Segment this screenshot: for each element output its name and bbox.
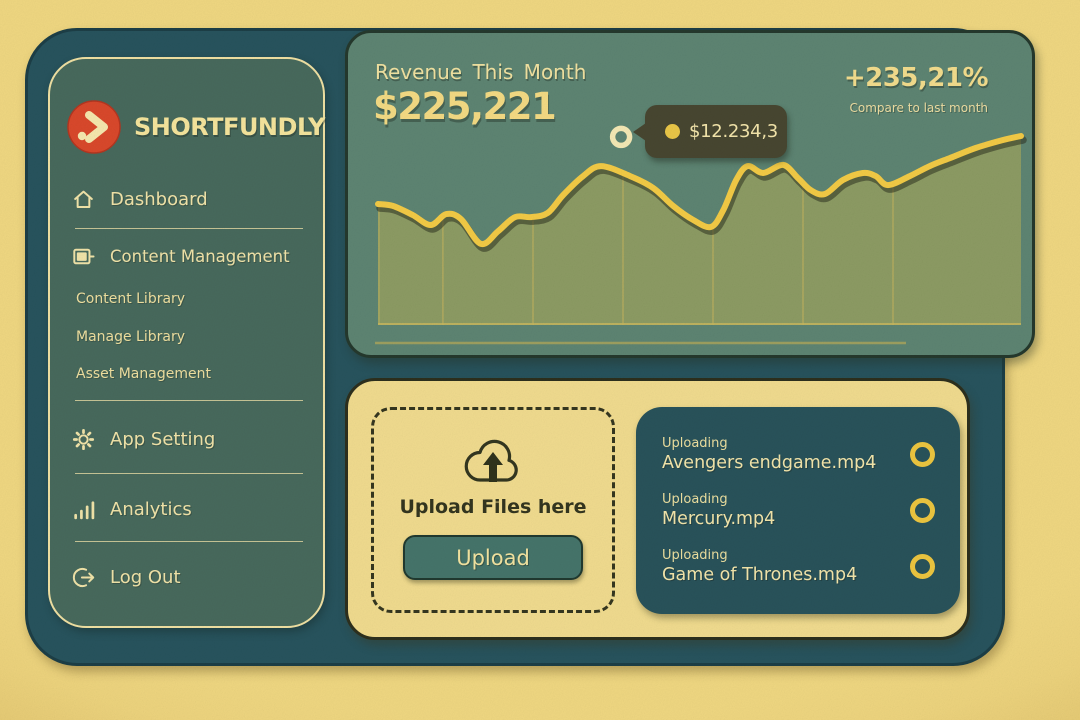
sidebar-item-label: App Setting xyxy=(110,429,216,450)
sidebar-subitem-manage-library[interactable]: Manage Library xyxy=(76,329,186,345)
upload-progress-ring-icon xyxy=(910,441,935,467)
upload-status: Uploading xyxy=(662,491,728,507)
upload-status: Uploading xyxy=(662,547,728,563)
sidebar-divider xyxy=(75,541,303,542)
sidebar-item-log-out[interactable]: Log Out xyxy=(72,566,181,589)
sidebar-divider xyxy=(75,228,303,229)
sidebar-item-label: Content Management xyxy=(110,247,290,266)
file-dropzone[interactable]: Upload Files here Upload xyxy=(371,407,615,613)
sidebar-subitem-content-library[interactable]: Content Library xyxy=(76,291,186,307)
chart-tooltip: $12.234,3 xyxy=(633,105,787,158)
revenue-card: Revenue This Month $225,221 +235,21% Com… xyxy=(345,30,1035,358)
logout-icon xyxy=(72,567,95,588)
upload-row: Uploading Mercury.mp4 xyxy=(662,482,936,538)
sidebar-item-content-management[interactable]: Content Management xyxy=(72,245,290,268)
upload-progress-ring-icon xyxy=(910,497,935,523)
sidebar-divider xyxy=(75,400,303,401)
dropzone-label: Upload Files here xyxy=(399,496,587,518)
gear-icon xyxy=(72,428,95,451)
upload-list: Uploading Avengers endgame.mp4 Uploading… xyxy=(636,407,960,614)
upload-row: Uploading Avengers endgame.mp4 xyxy=(662,426,936,482)
sidebar-item-label: Analytics xyxy=(110,499,192,520)
tooltip-dot-icon xyxy=(665,124,680,139)
bar-chart-icon xyxy=(74,501,95,520)
upload-filename: Avengers endgame.mp4 xyxy=(662,452,877,473)
sidebar-item-dashboard[interactable]: Dashboard xyxy=(72,188,208,211)
upload-button[interactable]: Upload xyxy=(403,535,583,580)
shortfundly-logo-icon xyxy=(67,100,121,154)
upload-status: Uploading xyxy=(662,435,728,451)
sidebar-item-label: Log Out xyxy=(110,567,181,588)
brand-logo[interactable]: SHORTFUNDLY xyxy=(66,99,325,155)
home-icon xyxy=(74,190,93,209)
revenue-change-percent: +235,21% xyxy=(843,63,989,93)
upload-filename: Game of Thrones.mp4 xyxy=(662,564,858,585)
chart-marker-ring xyxy=(609,125,633,149)
tooltip-notch xyxy=(633,123,646,141)
sidebar-item-label: Dashboard xyxy=(110,189,208,210)
upload-filename: Mercury.mp4 xyxy=(662,508,776,529)
brand-name: SHORTFUNDLY xyxy=(134,113,325,141)
revenue-change-caption: Compare to last month xyxy=(849,101,988,115)
sidebar-divider xyxy=(75,473,303,474)
revenue-amount: $225,221 xyxy=(373,85,557,128)
tooltip-value: $12.234,3 xyxy=(689,121,778,142)
sidebar-item-app-setting[interactable]: App Setting xyxy=(72,428,215,451)
sidebar-item-analytics[interactable]: Analytics xyxy=(72,498,192,521)
upload-row: Uploading Game of Thrones.mp4 xyxy=(662,538,936,594)
revenue-title: Revenue This Month xyxy=(375,60,587,84)
upload-card: Upload Files here Upload Uploading Aveng… xyxy=(345,378,970,640)
cloud-upload-icon xyxy=(464,439,518,482)
content-management-icon xyxy=(73,248,95,265)
upload-progress-ring-icon xyxy=(910,553,935,579)
sidebar-subitem-asset-management[interactable]: Asset Management xyxy=(76,366,211,382)
